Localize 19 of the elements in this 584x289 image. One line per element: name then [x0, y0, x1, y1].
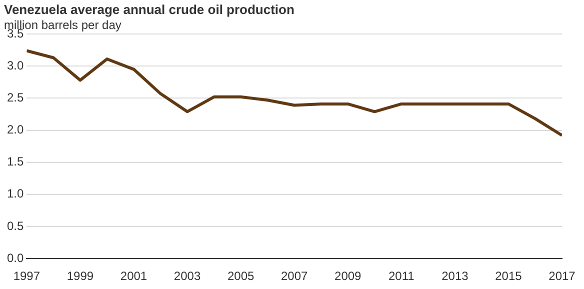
- y-tick-label: 2.0: [6, 122, 24, 137]
- x-tick-label: 2017: [548, 269, 576, 284]
- y-tick-label: 1.0: [6, 186, 24, 201]
- y-tick-label: 0.5: [6, 218, 24, 233]
- x-tick-label: 2011: [388, 269, 415, 284]
- x-tick-label: 2009: [334, 269, 362, 284]
- x-tick-label: 2001: [120, 269, 148, 284]
- x-tick-label: 2003: [174, 269, 201, 284]
- x-tick-label: 1997: [13, 269, 40, 284]
- x-tick-label: 2005: [227, 269, 254, 284]
- y-tick-label: 2.5: [6, 90, 24, 104]
- x-tick-label: 2007: [280, 269, 308, 284]
- y-tick-label: 3.0: [6, 58, 24, 72]
- x-tick-label: 2015: [495, 269, 522, 284]
- y-tick-label: 0.0: [6, 250, 24, 265]
- chart-title: Venezuela average annual crude oil production: [4, 2, 294, 17]
- y-tick-label: 1.5: [6, 154, 24, 169]
- x-tick-label: 1999: [66, 269, 94, 284]
- x-tick-label: 2013: [442, 269, 469, 284]
